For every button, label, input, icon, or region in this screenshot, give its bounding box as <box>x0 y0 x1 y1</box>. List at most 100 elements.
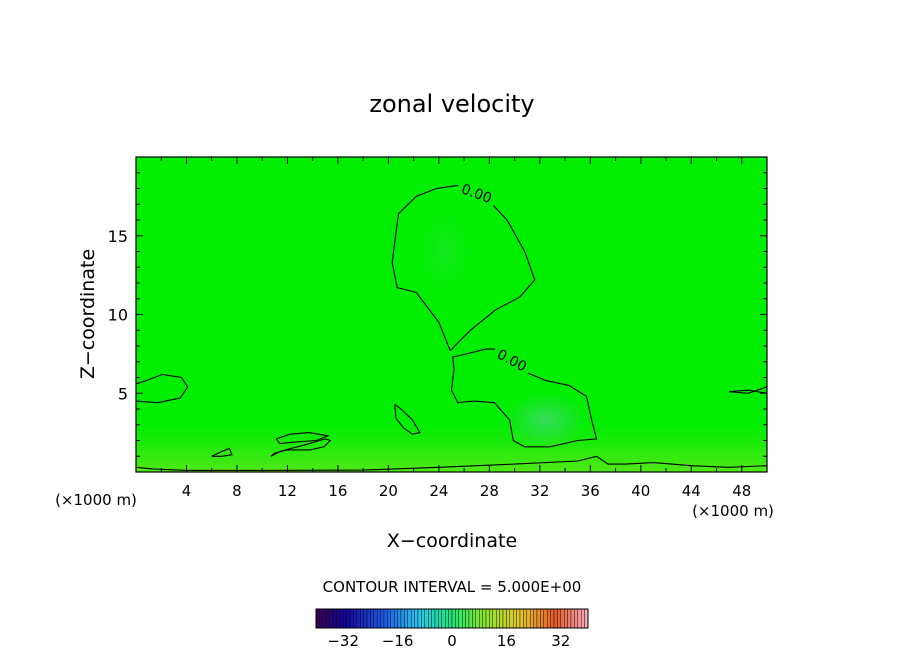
colorbar-cell <box>326 608 330 629</box>
colorbar-cell <box>438 608 442 629</box>
colorbar-cell <box>584 608 589 629</box>
colorbar-cell <box>574 608 579 629</box>
colorbar-cell <box>434 608 439 629</box>
contour-left-lobe <box>135 373 189 404</box>
x-tick-label: 16 <box>328 482 347 500</box>
colorbar-cell <box>370 608 374 629</box>
colorbar-cell <box>560 608 565 629</box>
colorbar-cell <box>540 608 545 629</box>
colorbar-cell <box>414 608 419 629</box>
x-tick-label: 12 <box>278 482 297 500</box>
y-tick-label: 5 <box>118 384 128 403</box>
colorbar-cell <box>339 608 344 629</box>
colorbar-tick-label: −32 <box>327 632 359 650</box>
colorbar-cell <box>387 608 391 629</box>
colorbar-cell <box>455 608 459 629</box>
colorbar-cell <box>499 608 504 629</box>
colorbar-cell <box>479 608 483 629</box>
colorbar-cell <box>407 608 412 629</box>
colorbar-cell <box>394 608 398 629</box>
colorbar-cell <box>482 608 487 629</box>
colorbar-cell <box>472 608 476 629</box>
colorbar-cell <box>421 608 425 629</box>
colorbar-cell <box>462 608 466 629</box>
colorbar-frame <box>315 608 589 629</box>
colorbar-cell <box>492 608 497 629</box>
colorbar-cell <box>411 608 415 629</box>
contour-upper-negative-region <box>391 184 536 352</box>
contour-label-bg <box>491 342 534 376</box>
colorbar-cell <box>417 608 422 629</box>
colorbar-cell <box>383 608 388 629</box>
negative-shading <box>504 392 589 449</box>
colorbar-tick-label: 32 <box>551 632 570 650</box>
contour-low-blob-1 <box>270 438 332 457</box>
colorbar-cell <box>567 608 572 629</box>
colorbar-cell <box>445 608 449 629</box>
x-tick-label: 4 <box>182 482 192 500</box>
colorbar-cell <box>356 608 361 629</box>
colorbar-cell <box>360 608 364 629</box>
colorbar-cell <box>329 608 334 629</box>
colorbar-cell <box>523 608 528 629</box>
colorbar-cell <box>506 608 510 629</box>
colorbar-cell <box>380 608 385 629</box>
colorbar-cell <box>475 608 480 629</box>
colorbar-cell <box>404 608 408 629</box>
colorbar-cell <box>400 608 405 629</box>
colorbar-cell <box>509 608 514 629</box>
colorbar-cell <box>428 608 432 629</box>
colorbar-cell <box>489 608 493 629</box>
colorbar-cell <box>564 608 568 629</box>
contour-right-lobe <box>729 386 768 394</box>
x-axis-unit-right: (×1000 m) <box>692 502 774 520</box>
colorbar-cell <box>496 608 500 629</box>
colorbar-cell <box>557 608 562 629</box>
chart-title: zonal velocity <box>369 90 534 118</box>
colorbar-cell <box>424 608 429 629</box>
colorbar-cell <box>458 608 463 629</box>
colorbar-cell <box>581 608 585 629</box>
contour-middle-negative-region <box>450 348 598 448</box>
contour-small-blob <box>394 403 421 435</box>
colorbar-cell <box>519 608 524 629</box>
x-tick-label: 36 <box>581 482 600 500</box>
y-tick-label: 10 <box>108 306 128 325</box>
colorbar-cell <box>465 608 470 629</box>
colorbar: −32 −16 0 16 32 <box>315 608 589 650</box>
colorbar-cell <box>349 608 354 629</box>
contour-interval-text: CONTOUR INTERVAL = 5.000E+00 <box>323 578 582 596</box>
colorbar-cell <box>336 608 340 629</box>
colorbar-cell <box>448 608 453 629</box>
x-tick-label: 20 <box>379 482 398 500</box>
colorbar-cell <box>343 608 347 629</box>
colorbar-cell <box>516 608 521 629</box>
colorbar-cell <box>550 608 555 629</box>
colorbar-cell <box>547 608 551 629</box>
x-tick-label: 40 <box>631 482 650 500</box>
plot-area <box>136 157 767 472</box>
y-tick-label: 15 <box>108 227 128 246</box>
colorbar-cell <box>377 608 381 629</box>
colorbar-cell <box>332 608 337 629</box>
colorbar-cell <box>431 608 436 629</box>
colorbar-cell <box>570 608 575 629</box>
colorbar-tick-label: 16 <box>497 632 516 650</box>
upper-shading <box>419 211 472 292</box>
x-tick-label: 8 <box>232 482 242 500</box>
colorbar-cell <box>322 608 327 629</box>
colorbar-cell <box>397 608 402 629</box>
colorbar-cell <box>485 608 490 629</box>
x-tick-label: 28 <box>480 482 499 500</box>
colorbar-cell <box>526 608 531 629</box>
colorbar-cell <box>536 608 541 629</box>
x-tick-label: 24 <box>429 482 448 500</box>
colorbar-cell <box>577 608 582 629</box>
colorbar-cell <box>553 608 558 629</box>
colorbar-cell <box>390 608 395 629</box>
colorbar-cell <box>346 608 351 629</box>
colorbar-cell <box>315 608 320 629</box>
x-tick-label: 48 <box>732 482 751 500</box>
contour-low-blob-3 <box>275 432 330 445</box>
